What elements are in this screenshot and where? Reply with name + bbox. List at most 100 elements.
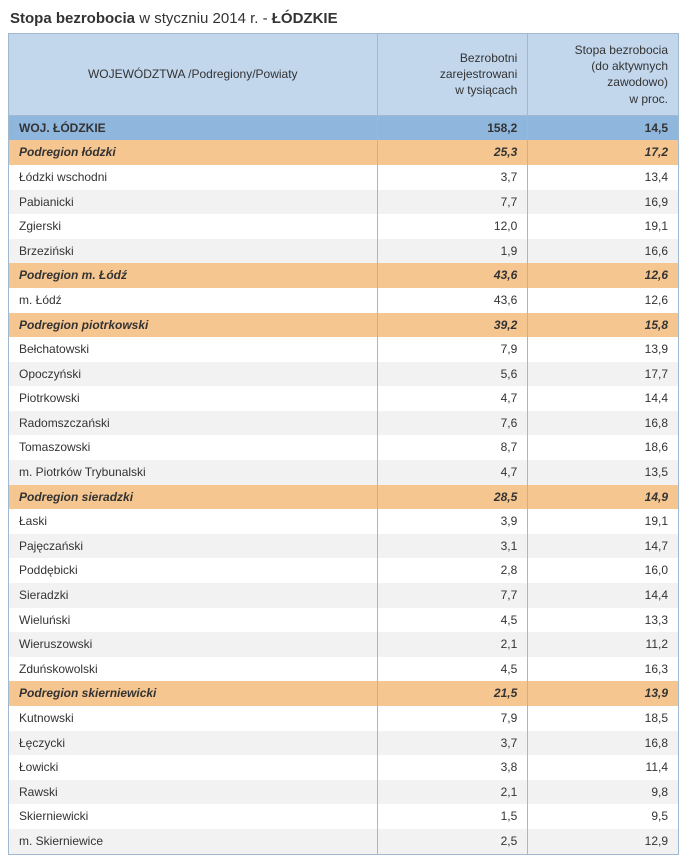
cell-region: Poddębicki [9, 558, 378, 583]
cell-rate: 16,8 [528, 731, 679, 756]
header-region-label: WOJEWÓDZTWA /Podregiony/Powiaty [88, 67, 298, 81]
h2l3: w proc. [629, 92, 668, 106]
cell-rate: 14,7 [528, 534, 679, 559]
cell-registered: 3,7 [377, 731, 528, 756]
cell-region: Zgierski [9, 214, 378, 239]
table-row: Bełchatowski7,913,9 [9, 337, 679, 362]
cell-region: Tomaszowski [9, 435, 378, 460]
cell-registered: 4,7 [377, 386, 528, 411]
cell-registered: 2,8 [377, 558, 528, 583]
table-row: Podregion piotrkowski39,215,8 [9, 313, 679, 338]
table-row: Brzeziński1,916,6 [9, 239, 679, 264]
cell-registered: 1,9 [377, 239, 528, 264]
cell-rate: 14,4 [528, 583, 679, 608]
cell-rate: 16,9 [528, 190, 679, 215]
cell-registered: 5,6 [377, 362, 528, 387]
table-row: Piotrkowski4,714,4 [9, 386, 679, 411]
cell-rate: 14,4 [528, 386, 679, 411]
table-row: Podregion skierniewicki21,513,9 [9, 681, 679, 706]
cell-registered: 7,7 [377, 583, 528, 608]
table-row: Pajęczański3,114,7 [9, 534, 679, 559]
table-row: m. Łódź43,612,6 [9, 288, 679, 313]
cell-rate: 12,6 [528, 263, 679, 288]
cell-registered: 3,8 [377, 755, 528, 780]
h1l2: zarejestrowani [440, 67, 517, 81]
table-body: WOJ. ŁÓDZKIE158,214,5Podregion łódzki25,… [9, 115, 679, 854]
table-row: Radomszczański7,616,8 [9, 411, 679, 436]
header-col2: Stopa bezrobocia (do aktywnych zawodowo)… [528, 34, 679, 116]
cell-region: Rawski [9, 780, 378, 805]
cell-rate: 13,9 [528, 681, 679, 706]
cell-rate: 14,9 [528, 485, 679, 510]
cell-registered: 7,7 [377, 190, 528, 215]
table-row: Zgierski12,019,1 [9, 214, 679, 239]
cell-registered: 7,9 [377, 706, 528, 731]
cell-rate: 13,3 [528, 608, 679, 633]
cell-rate: 12,9 [528, 829, 679, 854]
cell-registered: 2,1 [377, 780, 528, 805]
cell-region: Łaski [9, 509, 378, 534]
cell-rate: 18,5 [528, 706, 679, 731]
table-row: Zduńskowolski4,516,3 [9, 657, 679, 682]
cell-rate: 18,6 [528, 435, 679, 460]
cell-registered: 39,2 [377, 313, 528, 338]
table-row: m. Skierniewice2,512,9 [9, 829, 679, 854]
cell-rate: 16,8 [528, 411, 679, 436]
cell-rate: 13,4 [528, 165, 679, 190]
cell-registered: 28,5 [377, 485, 528, 510]
header-region: WOJEWÓDZTWA /Podregiony/Powiaty [9, 34, 378, 116]
cell-rate: 16,0 [528, 558, 679, 583]
cell-rate: 16,3 [528, 657, 679, 682]
table-row: Skierniewicki1,59,5 [9, 804, 679, 829]
table-row: Wieluński4,513,3 [9, 608, 679, 633]
cell-registered: 2,5 [377, 829, 528, 854]
h1l1: Bezrobotni [460, 51, 517, 65]
cell-region: m. Łódź [9, 288, 378, 313]
header-col1: Bezrobotni zarejestrowani w tysiącach [377, 34, 528, 116]
cell-region: Łęczycki [9, 731, 378, 756]
cell-rate: 19,1 [528, 509, 679, 534]
title-mid: w styczniu 2014 r. - [135, 10, 272, 27]
cell-registered: 4,7 [377, 460, 528, 485]
cell-registered: 3,9 [377, 509, 528, 534]
table-row: Wieruszowski2,111,2 [9, 632, 679, 657]
cell-registered: 3,1 [377, 534, 528, 559]
cell-rate: 11,4 [528, 755, 679, 780]
cell-region: Podregion piotrkowski [9, 313, 378, 338]
cell-rate: 9,8 [528, 780, 679, 805]
cell-rate: 17,7 [528, 362, 679, 387]
title-suffix: ŁÓDZKIE [272, 10, 338, 27]
cell-region: Podregion łódzki [9, 140, 378, 165]
cell-registered: 43,6 [377, 263, 528, 288]
table-row: Łódzki wschodni3,713,4 [9, 165, 679, 190]
table-row: Sieradzki7,714,4 [9, 583, 679, 608]
cell-region: Podregion skierniewicki [9, 681, 378, 706]
cell-region: Łowicki [9, 755, 378, 780]
cell-registered: 8,7 [377, 435, 528, 460]
table-row: Opoczyński5,617,7 [9, 362, 679, 387]
cell-region: Bełchatowski [9, 337, 378, 362]
table-row: Tomaszowski8,718,6 [9, 435, 679, 460]
cell-rate: 12,6 [528, 288, 679, 313]
cell-region: Łódzki wschodni [9, 165, 378, 190]
table-row: Kutnowski7,918,5 [9, 706, 679, 731]
cell-registered: 21,5 [377, 681, 528, 706]
cell-region: Radomszczański [9, 411, 378, 436]
table-row: Podregion sieradzki28,514,9 [9, 485, 679, 510]
cell-registered: 4,5 [377, 608, 528, 633]
cell-region: WOJ. ŁÓDZKIE [9, 115, 378, 140]
cell-region: Opoczyński [9, 362, 378, 387]
cell-rate: 11,2 [528, 632, 679, 657]
table-row: m. Piotrków Trybunalski4,713,5 [9, 460, 679, 485]
h2l1: Stopa bezrobocia [575, 43, 668, 57]
cell-rate: 16,6 [528, 239, 679, 264]
header-row: WOJEWÓDZTWA /Podregiony/Powiaty Bezrobot… [9, 34, 679, 116]
cell-rate: 13,9 [528, 337, 679, 362]
cell-rate: 9,5 [528, 804, 679, 829]
title-prefix: Stopa bezrobocia [10, 10, 135, 27]
table-row: Łaski3,919,1 [9, 509, 679, 534]
cell-registered: 43,6 [377, 288, 528, 313]
cell-region: Skierniewicki [9, 804, 378, 829]
table-row: Podregion m. Łódź43,612,6 [9, 263, 679, 288]
cell-region: Pajęczański [9, 534, 378, 559]
